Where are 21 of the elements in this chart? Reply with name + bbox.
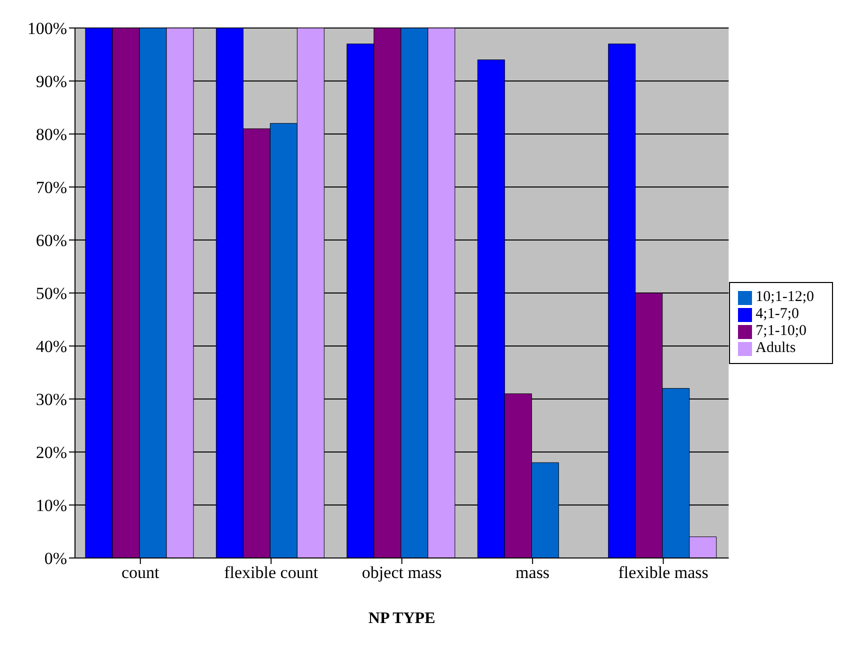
legend-label: 7;1-10;0 xyxy=(756,323,806,339)
y-tick-label: 0% xyxy=(44,549,67,568)
y-tick-label: 50% xyxy=(36,284,67,304)
y-tick-label: 100% xyxy=(27,19,67,38)
y-tick-label: 40% xyxy=(36,337,67,356)
legend-label: 4;1-7;0 xyxy=(756,306,799,322)
x-axis-title: NP TYPE xyxy=(368,610,436,627)
legend-label: Adults xyxy=(756,340,796,356)
y-tick-label: 60% xyxy=(36,231,67,250)
x-tick-label: count xyxy=(121,563,160,582)
legend-label: 10;1-12;0 xyxy=(756,289,814,305)
x-tick-label: flexible mass xyxy=(618,563,708,582)
x-tick-label: object mass xyxy=(362,563,442,582)
y-tick-label: 30% xyxy=(36,390,67,410)
y-tick-label: 20% xyxy=(36,443,67,462)
y-tick-label: 90% xyxy=(36,72,67,92)
x-tick-label: flexible count xyxy=(224,563,318,582)
x-tick-label: mass xyxy=(516,563,550,582)
y-tick-label: 70% xyxy=(36,178,67,198)
y-tick-label: 10% xyxy=(36,496,67,516)
y-tick-label: 80% xyxy=(36,125,67,144)
